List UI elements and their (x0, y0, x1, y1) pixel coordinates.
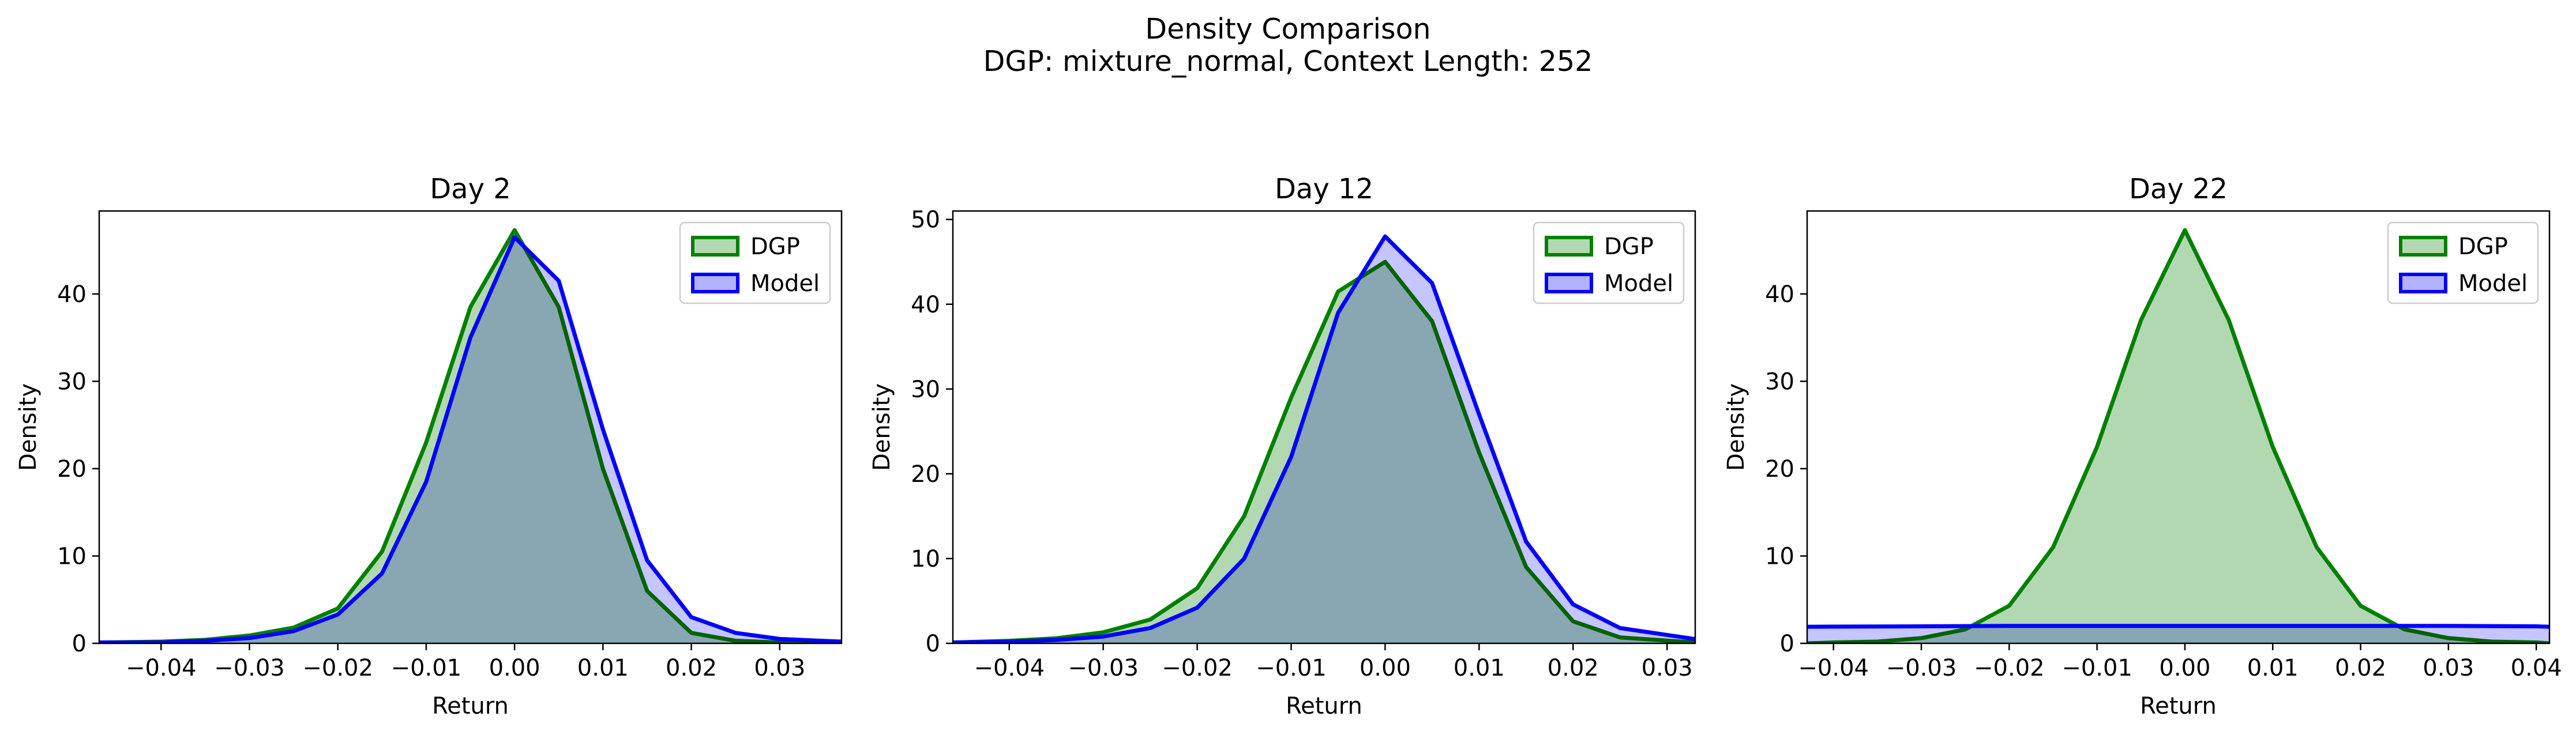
x-tick-label: −0.04 (974, 655, 1045, 681)
x-tick-label: −0.01 (2061, 655, 2132, 681)
x-tick-label: 0.04 (2511, 655, 2562, 681)
plot-area (953, 234, 1695, 643)
x-tick-label: −0.04 (1798, 655, 1869, 681)
dgp-legend-swatch (2399, 236, 2447, 257)
dgp-legend-swatch (1545, 236, 1593, 257)
x-tick-label: 0.00 (2159, 655, 2210, 681)
legend: DGP Model (2387, 221, 2539, 304)
model-density-line (1807, 624, 2549, 629)
axes-frame (952, 210, 1696, 644)
x-tick-label: −0.03 (1068, 655, 1139, 681)
legend: DGP Model (679, 221, 831, 304)
y-tick-label: 0 (72, 631, 87, 657)
x-axis-label: Return (2140, 693, 2217, 719)
figure-subtitle: DGP: mixture_normal, Context Length: 252 (983, 45, 1593, 78)
y-axis-label: Density (1723, 383, 1749, 471)
y-tick-label: 10 (1765, 543, 1794, 570)
x-tick-label: −0.02 (1162, 655, 1233, 681)
x-tick-label: −0.03 (214, 655, 285, 681)
x-tick-label: 0.00 (489, 655, 540, 681)
x-tick-label: 0.02 (666, 655, 717, 681)
y-tick-label: 40 (57, 281, 87, 308)
x-tick-label: −0.02 (302, 655, 373, 681)
x-tick-label: 0.03 (2423, 655, 2474, 681)
plot-area (1807, 228, 2549, 643)
y-tick-label: 10 (911, 546, 940, 572)
y-tick-label: 20 (911, 461, 940, 488)
x-tick-label: 0.01 (2247, 655, 2299, 681)
model-density-fill (99, 237, 842, 643)
y-tick-label: 0 (1780, 631, 1794, 657)
dgp-legend-label: DGP (750, 233, 800, 260)
y-tick-label: 10 (57, 543, 87, 570)
y-axis-label: Density (15, 383, 42, 471)
x-tick-label: 0.03 (754, 655, 805, 681)
axes-frame (98, 210, 843, 644)
model-legend-label: Model (1604, 270, 1673, 297)
y-tick-label: 30 (911, 376, 940, 403)
x-axis-label: Return (432, 693, 509, 719)
model-density-line (99, 235, 842, 643)
y-tick-label: 20 (57, 456, 87, 483)
model-density-fill (953, 236, 1695, 643)
dgp-density-fill (1807, 230, 2549, 643)
x-tick-label: 0.01 (1454, 655, 1505, 681)
axes-frame (1806, 210, 2551, 644)
figure-title: Density Comparison (1145, 13, 1431, 46)
subplot-title: Day 22 (2129, 173, 2228, 205)
x-tick-label: −0.01 (391, 655, 462, 681)
subplot-title: Day 12 (1275, 173, 1373, 205)
x-tick-label: 0.01 (577, 655, 629, 681)
x-tick-label: 0.03 (1642, 655, 1693, 681)
dgp-legend-label: DGP (1604, 233, 1654, 260)
model-legend-label: Model (750, 270, 820, 297)
x-tick-label: −0.02 (1974, 655, 2045, 681)
y-tick-label: 40 (911, 292, 940, 318)
y-tick-label: 30 (1765, 368, 1794, 395)
y-tick-label: 40 (1765, 281, 1794, 308)
y-tick-label: 20 (1765, 456, 1794, 483)
x-tick-label: 0.02 (2335, 655, 2386, 681)
x-tick-label: 0.02 (1548, 655, 1599, 681)
legend: DGP Model (1533, 221, 1685, 304)
x-axis-label: Return (1286, 693, 1362, 719)
model-legend-swatch (2399, 273, 2447, 293)
x-tick-label: −0.01 (1256, 655, 1327, 681)
model-density-fill (1807, 625, 2549, 643)
plot-area (99, 228, 842, 643)
y-tick-label: 50 (911, 207, 940, 233)
y-axis-label: Density (869, 383, 895, 471)
x-tick-label: −0.04 (126, 655, 197, 681)
x-tick-label: 0.00 (1360, 655, 1411, 681)
subplot-title: Day 2 (430, 173, 511, 205)
y-tick-label: 0 (926, 631, 940, 657)
dgp-legend-swatch (691, 236, 739, 257)
x-tick-label: −0.03 (1886, 655, 1957, 681)
model-density-line (953, 234, 1695, 643)
model-legend-swatch (691, 273, 739, 293)
model-legend-swatch (1545, 273, 1593, 293)
model-legend-label: Model (2458, 270, 2528, 297)
y-tick-label: 30 (57, 368, 87, 395)
dgp-legend-label: DGP (2458, 233, 2508, 260)
